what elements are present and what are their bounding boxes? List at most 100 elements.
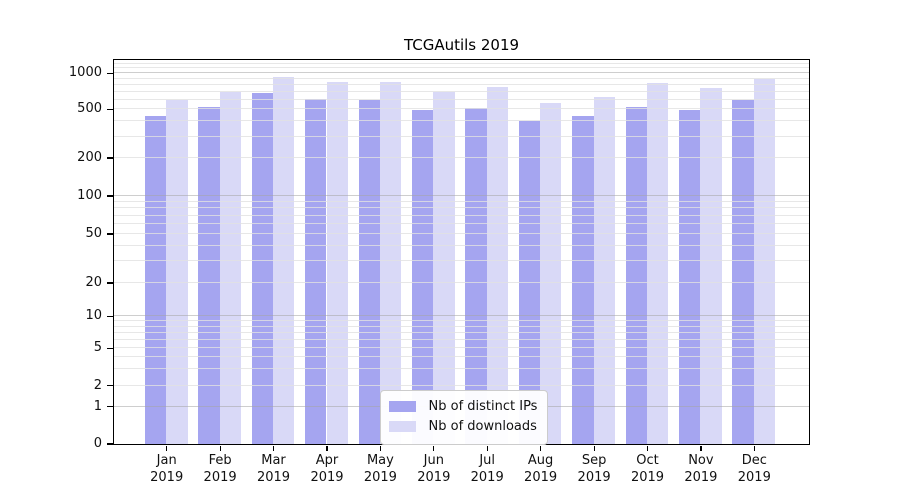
y-tick-mark xyxy=(106,195,113,197)
x-tick-mark xyxy=(646,445,649,451)
gridline-minor xyxy=(113,135,809,137)
x-tick-label-may: May 2019 xyxy=(363,453,397,485)
x-tick-label-jun: Jun 2019 xyxy=(417,453,451,485)
gridline-minor xyxy=(113,282,809,283)
x-tick-label-oct: Oct 2019 xyxy=(630,453,665,485)
x-tick-label-jul: Jul 2019 xyxy=(470,453,504,485)
y-tick-label: 10 xyxy=(85,308,102,324)
bar-nb-of-distinct-ips-apr xyxy=(305,99,327,444)
bar-nb-of-distinct-ips-dec xyxy=(732,100,754,444)
x-tick-label-apr: Apr 2019 xyxy=(310,453,344,485)
gridline-minor xyxy=(113,368,809,370)
y-tick-mark xyxy=(106,157,113,159)
x-tick-mark xyxy=(540,445,542,451)
x-tick-mark xyxy=(700,445,702,451)
x-tick-mark xyxy=(272,445,275,451)
gridline-minor xyxy=(113,214,809,216)
x-tick-label-feb: Feb 2019 xyxy=(203,453,237,485)
y-tick-mark xyxy=(106,233,113,235)
gridline-minor xyxy=(113,98,809,100)
y-tick-label: 500 xyxy=(77,101,102,117)
bar-nb-of-downloads-dec xyxy=(753,79,776,444)
y-tick-label: 0 xyxy=(93,436,102,451)
x-tick-mark xyxy=(486,445,488,451)
x-tick-mark xyxy=(379,445,382,451)
gridline-minor xyxy=(113,83,809,85)
bar-nb-of-distinct-ips-sep xyxy=(572,115,594,444)
plot-area: Nb of distinct IPs Nb of downloads xyxy=(112,58,810,445)
x-tick-mark xyxy=(593,445,595,451)
bar-nb-of-downloads-may xyxy=(379,81,402,444)
bar-nb-of-distinct-ips-mar xyxy=(251,93,273,444)
y-tick-label: 50 xyxy=(85,226,102,241)
bar-nb-of-downloads-jun xyxy=(433,92,455,444)
x-tick-label-nov: Nov 2019 xyxy=(684,453,718,485)
bar-nb-of-downloads-nov xyxy=(700,87,722,444)
y-tick-mark xyxy=(106,385,113,387)
gridline-minor xyxy=(113,260,809,262)
legend: Nb of distinct IPs Nb of downloads xyxy=(379,389,549,445)
bar-nb-of-distinct-ips-may xyxy=(358,100,380,444)
gridline-minor xyxy=(113,356,809,358)
legend-swatch-downloads-icon xyxy=(388,421,416,432)
gridline-minor xyxy=(113,207,809,209)
y-tick-mark xyxy=(106,443,113,445)
y-tick-label: 100 xyxy=(77,188,102,203)
gridline-minor xyxy=(113,62,809,64)
gridline-minor xyxy=(113,90,809,92)
chart-title: TCGAutils 2019 xyxy=(403,36,520,54)
gridline-minor xyxy=(113,325,809,327)
x-tick-label-aug: Aug 2019 xyxy=(524,453,558,485)
gridline-minor xyxy=(113,200,809,202)
bar-nb-of-distinct-ips-feb xyxy=(198,106,220,444)
y-tick-label: 20 xyxy=(85,275,102,290)
gridline-minor xyxy=(113,108,809,110)
x-tick-mark xyxy=(326,445,328,451)
y-tick-mark xyxy=(106,72,113,74)
gridline-minor xyxy=(113,223,809,224)
gridline-minor xyxy=(113,320,809,322)
y-tick-label: 2 xyxy=(93,377,102,393)
y-tick-mark xyxy=(106,406,113,408)
y-tick-label: 5 xyxy=(93,340,102,356)
x-tick-label-jan: Jan 2019 xyxy=(150,453,184,485)
bar-nb-of-downloads-aug xyxy=(540,102,562,444)
y-tick-label: 1000 xyxy=(68,65,102,81)
bar-nb-of-downloads-oct xyxy=(647,83,669,444)
gridline-minor xyxy=(113,77,809,79)
gridline-minor xyxy=(113,244,809,246)
bar-nb-of-downloads-sep xyxy=(593,97,615,444)
x-tick-mark xyxy=(166,445,168,451)
y-tick-label: 1 xyxy=(93,398,102,414)
y-tick-mark xyxy=(106,315,113,317)
gridline-minor xyxy=(113,384,809,386)
bar-nb-of-distinct-ips-jun xyxy=(411,110,434,444)
bar-nb-of-downloads-feb xyxy=(219,91,241,444)
x-tick-label-sep: Sep 2019 xyxy=(577,453,611,485)
legend-swatch-distinct-ips-icon xyxy=(388,401,416,412)
bar-nb-of-distinct-ips-oct xyxy=(625,106,647,444)
legend-label-distinct-ips: Nb of distinct IPs xyxy=(428,399,538,414)
x-tick-mark xyxy=(219,445,221,451)
bar-nb-of-downloads-jul xyxy=(486,86,509,444)
x-tick-label-dec: Dec 2019 xyxy=(737,453,771,485)
x-tick-label-mar: Mar 2019 xyxy=(256,453,291,485)
bar-nb-of-downloads-apr xyxy=(326,81,348,444)
legend-label-downloads: Nb of downloads xyxy=(428,419,537,434)
bar-nb-of-distinct-ips-jul xyxy=(465,107,487,444)
gridline-minor xyxy=(113,347,809,349)
x-tick-mark xyxy=(433,445,435,451)
gridline-minor xyxy=(113,67,809,69)
gridline-minor xyxy=(113,338,809,340)
gridline-major xyxy=(113,72,809,74)
y-tick-mark xyxy=(106,282,113,284)
gridline-minor xyxy=(113,331,809,333)
gridline-minor xyxy=(113,120,809,122)
gridline-major xyxy=(113,315,809,317)
gridline-major xyxy=(113,195,809,196)
gridline-minor xyxy=(113,157,809,158)
y-tick-label: 200 xyxy=(77,150,102,165)
y-tick-mark xyxy=(106,108,113,110)
bar-nb-of-distinct-ips-nov xyxy=(679,110,701,444)
